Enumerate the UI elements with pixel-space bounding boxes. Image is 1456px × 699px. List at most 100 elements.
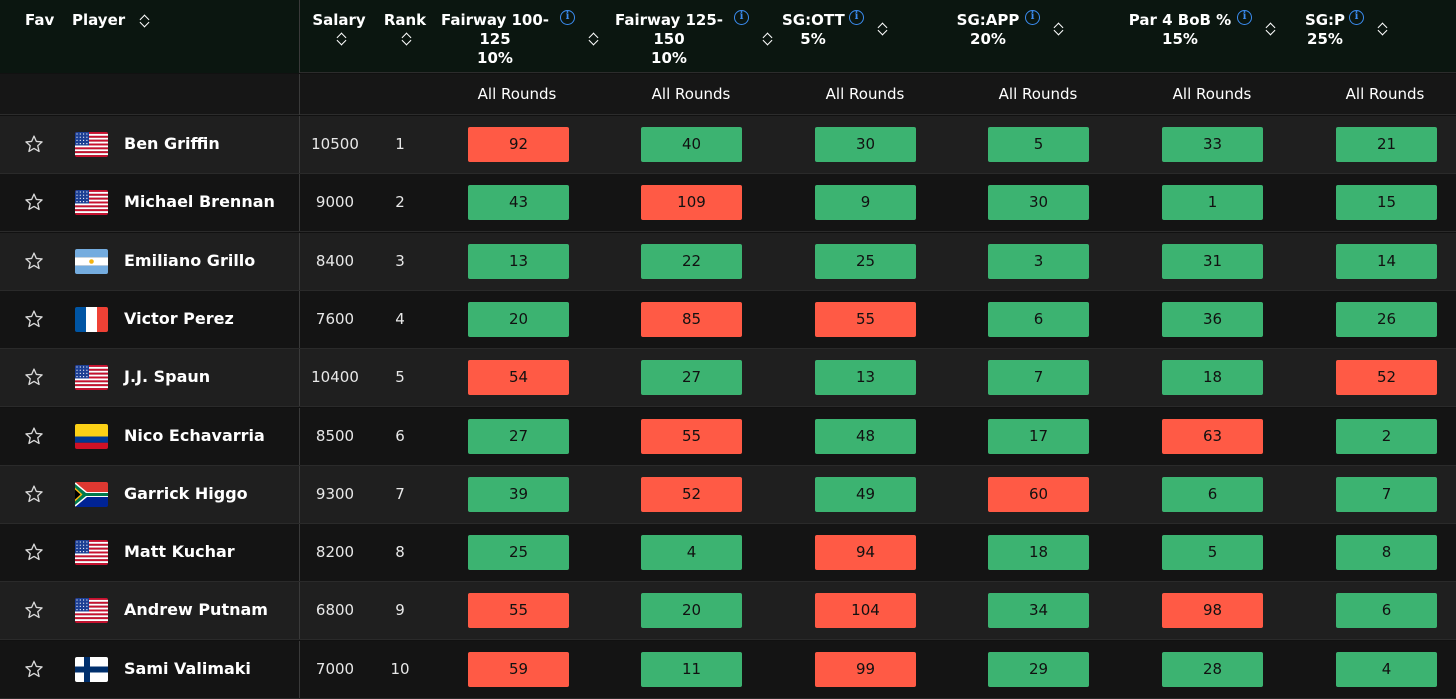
table-row[interactable]: Andrew Putnam 6800 9 55 20 104 34 98 6 bbox=[0, 582, 1456, 641]
stat-rank-cell: 25 bbox=[468, 535, 569, 571]
star-icon[interactable] bbox=[24, 426, 44, 446]
stat-rank-cell: 99 bbox=[815, 651, 916, 687]
par4-bob-sort-icon[interactable] bbox=[1265, 21, 1277, 37]
player-cell: Nico Echavarria bbox=[0, 407, 300, 465]
stat-header-fairway-125-150[interactable]: Fairway 125- 150 10% bbox=[614, 11, 724, 68]
stat-rank-cell: 6 bbox=[1162, 476, 1263, 512]
info-icon[interactable]: i bbox=[1025, 10, 1040, 25]
stat-rank-cell: 39 bbox=[468, 476, 569, 512]
player-name[interactable]: Emiliano Grillo bbox=[124, 250, 256, 270]
player-name[interactable]: Matt Kuchar bbox=[124, 542, 235, 562]
round-filter-label: All Rounds bbox=[477, 85, 557, 103]
stat-rank-cell: 26 bbox=[1336, 301, 1437, 337]
player-name[interactable]: Michael Brennan bbox=[124, 192, 275, 212]
player-name[interactable]: Andrew Putnam bbox=[124, 600, 268, 620]
stat-rank-cell: 13 bbox=[468, 243, 569, 279]
stat-rank-cell: 4 bbox=[1336, 651, 1437, 687]
table-row[interactable]: J.J. Spaun 10400 5 54 27 13 7 18 52 bbox=[0, 349, 1456, 408]
star-icon[interactable] bbox=[24, 367, 44, 387]
star-icon[interactable] bbox=[24, 484, 44, 504]
table-row[interactable]: Ben Griffin 10500 1 92 40 30 5 33 21 bbox=[0, 116, 1456, 174]
table-row[interactable]: Matt Kuchar 8200 8 25 4 94 18 5 8 bbox=[0, 524, 1456, 583]
star-icon[interactable] bbox=[24, 659, 44, 679]
salary-value: 9000 bbox=[315, 193, 355, 212]
info-icon[interactable]: i bbox=[1349, 10, 1364, 25]
stat-header-weight: 10% bbox=[477, 49, 513, 67]
star-icon[interactable] bbox=[24, 134, 44, 154]
rank-value: 8 bbox=[395, 543, 405, 562]
table-row[interactable]: Victor Perez 7600 4 20 85 55 6 36 26 bbox=[0, 290, 1456, 349]
info-icon[interactable]: i bbox=[560, 10, 575, 25]
stat-header-par4-bob[interactable]: Par 4 BoB % 15% bbox=[1128, 11, 1232, 49]
salary-value: 8400 bbox=[315, 251, 355, 270]
stat-header-sg-ott[interactable]: SG:OTT 5% bbox=[782, 11, 845, 49]
south-africa-flag bbox=[75, 481, 108, 507]
player-cell: Garrick Higgo bbox=[0, 465, 300, 523]
player-name[interactable]: Victor Perez bbox=[124, 308, 234, 328]
table-header: Fav Player Salary Rank Fairway 100- 125 … bbox=[0, 0, 1456, 73]
stat-rank-cell: 4 bbox=[641, 535, 742, 571]
stat-rank-cell: 55 bbox=[468, 593, 569, 629]
finland-flag bbox=[75, 656, 108, 682]
stat-rank-cell: 59 bbox=[468, 651, 569, 687]
table-row[interactable]: Garrick Higgo 9300 7 39 52 49 60 6 7 bbox=[0, 465, 1456, 524]
rank-value: 4 bbox=[395, 309, 405, 328]
stat-rank-cell: 33 bbox=[1162, 127, 1263, 162]
stat-rank-cell: 25 bbox=[815, 243, 916, 279]
info-icon[interactable]: i bbox=[849, 10, 864, 25]
stat-rank-cell: 6 bbox=[988, 301, 1089, 337]
player-name[interactable]: Garrick Higgo bbox=[124, 483, 248, 503]
stat-rank-cell: 5 bbox=[1162, 535, 1263, 571]
player-cell: Sami Valimaki bbox=[0, 640, 300, 698]
stat-header-line1: Fairway 100- bbox=[440, 11, 550, 29]
star-icon[interactable] bbox=[24, 600, 44, 620]
stat-header-line1: SG:OTT bbox=[782, 11, 845, 29]
stat-rank-cell: 8 bbox=[1336, 535, 1437, 571]
player-name[interactable]: J.J. Spaun bbox=[124, 367, 211, 387]
player-name[interactable]: Sami Valimaki bbox=[124, 658, 251, 678]
player-name[interactable]: Ben Griffin bbox=[124, 134, 220, 153]
stat-rank-cell: 55 bbox=[641, 418, 742, 454]
stat-header-sg-app[interactable]: SG:APP 20% bbox=[955, 11, 1021, 49]
star-icon[interactable] bbox=[24, 192, 44, 212]
fairway-125-150-sort-icon[interactable] bbox=[762, 31, 774, 47]
salary-value: 7600 bbox=[315, 309, 355, 328]
stat-header-line1: SG:APP bbox=[956, 11, 1020, 29]
stat-header-sg-p[interactable]: SG:P 25% bbox=[1302, 11, 1348, 49]
table-row[interactable]: Emiliano Grillo 8400 3 13 22 25 3 31 14 bbox=[0, 232, 1456, 291]
player-sort-icon[interactable] bbox=[139, 13, 151, 29]
table-row[interactable]: Sami Valimaki 7000 10 59 11 99 29 28 4 bbox=[0, 640, 1456, 699]
star-icon[interactable] bbox=[24, 542, 44, 562]
stat-rank-cell: 104 bbox=[815, 593, 916, 629]
info-icon[interactable]: i bbox=[734, 10, 749, 25]
table-row[interactable]: Nico Echavarria 8500 6 27 55 48 17 63 2 bbox=[0, 407, 1456, 466]
player-cell: Michael Brennan bbox=[0, 174, 300, 232]
stat-rank-cell: 28 bbox=[1162, 651, 1263, 687]
salary-sort-icon[interactable] bbox=[336, 31, 348, 47]
info-icon[interactable]: i bbox=[1237, 10, 1252, 25]
sg-app-sort-icon[interactable] bbox=[1053, 21, 1065, 37]
stat-header-fairway-100-125[interactable]: Fairway 100- 125 10% bbox=[440, 11, 550, 68]
stat-rank-cell: 15 bbox=[1336, 185, 1437, 221]
player-cell: Matt Kuchar bbox=[0, 524, 300, 582]
rank-sort-icon[interactable] bbox=[401, 31, 413, 47]
stat-rank-cell: 54 bbox=[468, 360, 569, 396]
sg-ott-sort-icon[interactable] bbox=[877, 21, 889, 37]
player-header[interactable]: Player bbox=[72, 11, 126, 29]
table-row[interactable]: Michael Brennan 9000 2 43 109 9 30 1 15 bbox=[0, 174, 1456, 233]
stat-rank-cell: 85 bbox=[641, 301, 742, 337]
fairway-100-125-sort-icon[interactable] bbox=[588, 31, 600, 47]
player-name[interactable]: Nico Echavarria bbox=[124, 425, 265, 445]
colombia-flag bbox=[75, 423, 108, 449]
star-icon[interactable] bbox=[24, 309, 44, 329]
rank-value: 5 bbox=[395, 368, 405, 387]
stat-rank-cell: 48 bbox=[815, 418, 916, 454]
salary-header[interactable]: Salary bbox=[312, 11, 366, 29]
stat-rank-cell: 7 bbox=[988, 360, 1089, 396]
rank-value: 9 bbox=[395, 601, 405, 620]
round-filter-label: All Rounds bbox=[1172, 85, 1252, 103]
star-icon[interactable] bbox=[24, 251, 44, 271]
rank-header[interactable]: Rank bbox=[383, 11, 427, 29]
sg-p-sort-icon[interactable] bbox=[1377, 21, 1389, 37]
